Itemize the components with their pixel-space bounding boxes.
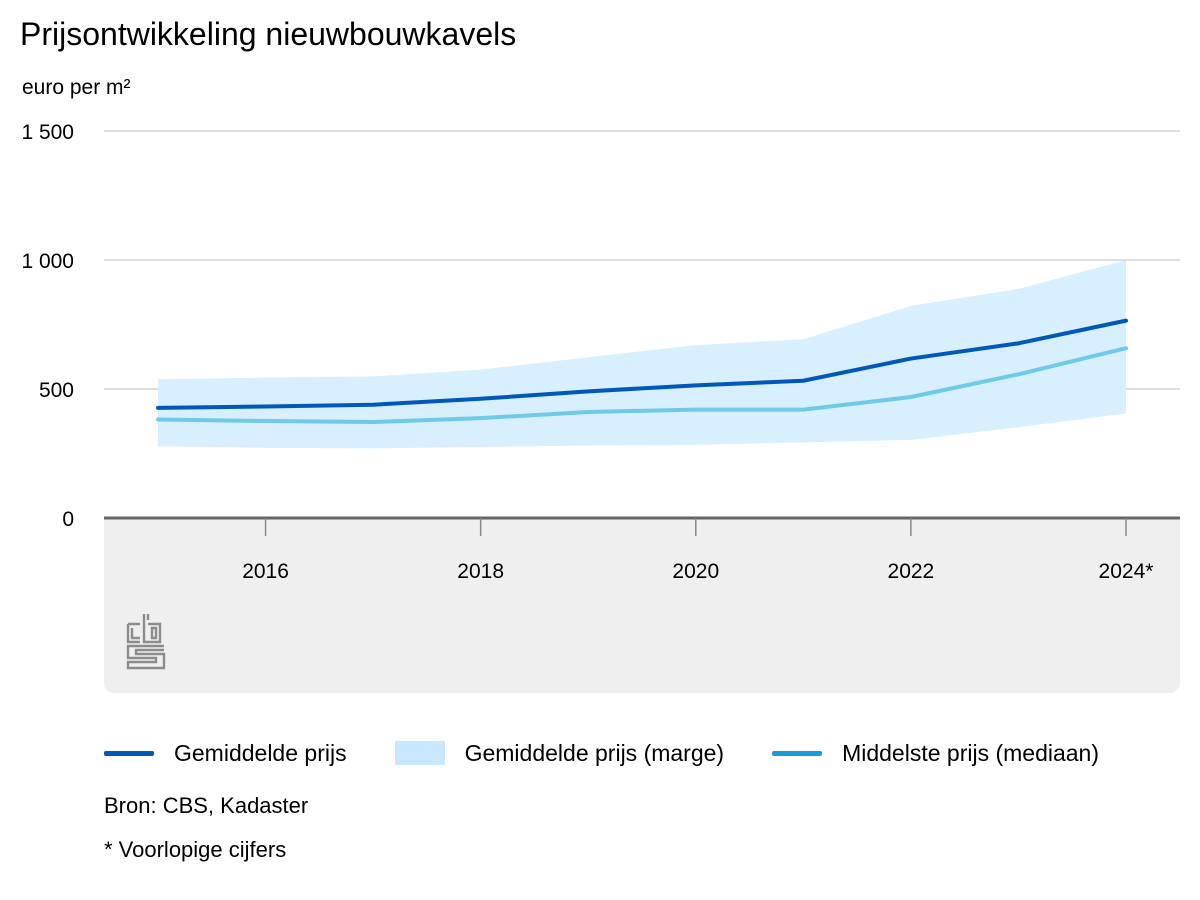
- x-tick-label: 2020: [672, 560, 719, 583]
- x-tick-label: 2018: [457, 560, 504, 583]
- source-note: Bron: CBS, Kadaster: [104, 793, 309, 818]
- legend-label-median: Middelste prijs (mediaan): [842, 740, 1100, 766]
- legend-item-band: Gemiddelde prijs (marge): [394, 735, 725, 771]
- axes-layer: 0 500 1 000 1 500 2016 2018 2020 2022 2024*: [21, 121, 1180, 583]
- legend-swatch-mean: [104, 750, 154, 756]
- legend: Gemiddelde prijs Gemiddelde prijs (marge…: [104, 735, 1147, 771]
- chart-plot: 0 500 1 000 1 500 2016 2018 2020 2022 2024*: [21, 121, 1180, 693]
- y-tick-label: 500: [39, 379, 74, 402]
- legend-label-band: Gemiddelde prijs (marge): [464, 740, 725, 766]
- y-tick-label: 1 000: [21, 250, 74, 273]
- x-tick-label: 2016: [242, 560, 289, 583]
- x-tick-label: 2024*: [1099, 560, 1154, 583]
- y-tick-label: 0: [62, 508, 74, 531]
- legend-swatch-median: [772, 750, 823, 756]
- x-tick-label: 2022: [888, 560, 935, 583]
- chart-title: Prijsontwikkeling nieuwbouwkavels: [20, 16, 517, 52]
- legend-label-mean: Gemiddelde prijs: [174, 740, 347, 766]
- footnote: * Voorlopige cijfers: [104, 837, 287, 862]
- y-axis-unit-label: euro per m²: [22, 76, 131, 99]
- y-tick-label: 1 500: [21, 121, 74, 144]
- x-axis-panel: [104, 518, 1180, 693]
- legend-item-median: Middelste prijs (mediaan): [772, 735, 1099, 771]
- legend-item-mean: Gemiddelde prijs: [104, 735, 347, 771]
- median-price-line: [156, 346, 1128, 425]
- legend-swatch-band: [394, 741, 445, 765]
- series-lines-layer: [156, 318, 1128, 425]
- cbs-logo: [126, 614, 166, 670]
- mean-price-line: [156, 318, 1128, 410]
